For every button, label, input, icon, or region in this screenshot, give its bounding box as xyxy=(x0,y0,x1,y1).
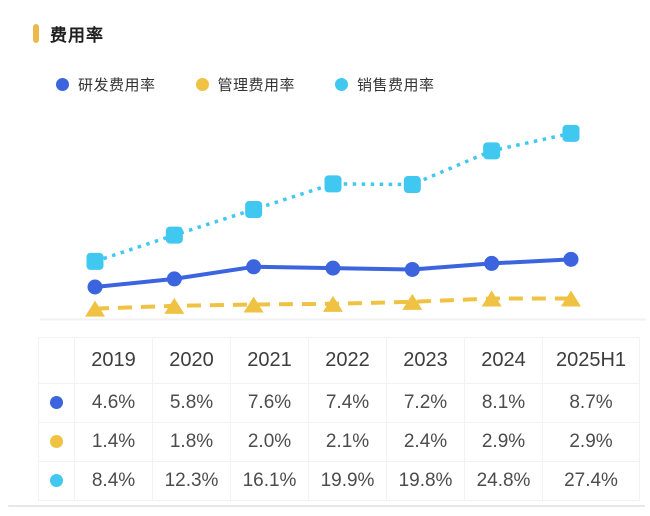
series-dot-cell xyxy=(38,461,75,501)
data-point-marker-2-2019 xyxy=(86,252,104,270)
table-row: 8.4% 12.3% 16.1% 19.9% 19.8% 24.8% 27.4% xyxy=(38,461,640,501)
data-point-marker-2-2024 xyxy=(483,142,501,160)
table-value-cell: 12.3% xyxy=(152,461,231,501)
data-point-marker-0-2025H1 xyxy=(563,251,579,267)
section-title: 费用率 xyxy=(33,21,104,46)
data-point-marker-2-2021 xyxy=(245,200,263,218)
table-header-cell: 2025H1 xyxy=(542,337,640,384)
title-accent-bar xyxy=(33,24,39,43)
data-point-marker-1-2022 xyxy=(322,295,343,312)
legend-label: 管理费用率 xyxy=(217,77,296,94)
table-value-cell: 4.6% xyxy=(74,383,153,423)
data-point-marker-2-2023 xyxy=(403,176,421,194)
series-dot-cell xyxy=(38,383,75,423)
table-value-cell: 19.8% xyxy=(386,461,465,501)
page-title: 费用率 xyxy=(50,26,104,45)
data-point-marker-1-2019 xyxy=(85,300,105,317)
expense-ratio-line-chart xyxy=(40,124,646,321)
data-point-marker-1-2021 xyxy=(243,296,264,313)
data-point-marker-0-2019 xyxy=(87,279,103,295)
legend-label: 研发费用率 xyxy=(78,77,156,94)
table-header-cell: 2023 xyxy=(386,337,465,384)
table-header-cell xyxy=(38,337,75,384)
table-value-cell: 8.4% xyxy=(74,461,153,501)
table-value-cell: 1.8% xyxy=(152,422,231,462)
legend-item-mgmt-expense[interactable]: 管理费用率 xyxy=(195,74,296,95)
table-value-cell: 2.9% xyxy=(464,422,543,462)
data-point-marker-2-2022 xyxy=(324,175,342,193)
legend-item-sales-expense[interactable]: 销售费用率 xyxy=(335,74,435,95)
table-row: 1.4% 1.8% 2.0% 2.1% 2.4% 2.9% 2.9% xyxy=(38,422,640,462)
legend-dot-icon xyxy=(56,78,69,91)
table-body: 4.6% 5.8% 7.6% 7.4% 7.2% 8.1% 8.7% 1.4% 1.8% 2.0%… xyxy=(38,383,640,501)
table-value-cell: 2.4% xyxy=(386,422,465,462)
data-point-marker-0-2022 xyxy=(325,260,341,276)
legend-label: 销售费用率 xyxy=(357,77,435,94)
data-point-marker-2-2025H1 xyxy=(562,124,580,142)
data-point-marker-0-2021 xyxy=(246,259,262,275)
data-point-marker-0-2024 xyxy=(484,255,500,271)
data-point-marker-1-2023 xyxy=(402,293,423,310)
table-value-cell: 1.4% xyxy=(74,422,153,462)
expense-ratio-table: 2019 2020 2021 2022 2023 2024 2025H1 4.6% 5.8% 7… xyxy=(38,337,640,501)
table-value-cell: 5.8% xyxy=(152,383,231,423)
data-point-marker-1-2020 xyxy=(164,297,185,314)
legend-dot-icon xyxy=(195,78,209,91)
table-value-cell: 2.0% xyxy=(230,422,309,462)
table-value-cell: 24.8% xyxy=(464,461,543,501)
table-value-cell: 16.1% xyxy=(230,461,309,501)
table-value-cell: 8.7% xyxy=(542,383,640,423)
table-value-cell: 7.4% xyxy=(308,383,387,423)
table-header-cell: 2022 xyxy=(308,337,387,384)
series-dot-cell xyxy=(38,422,75,462)
table-header-cell: 2024 xyxy=(464,337,543,384)
data-point-marker-0-2020 xyxy=(166,271,182,287)
table-header-cell: 2019 xyxy=(74,337,153,384)
data-point-marker-1-2025H1 xyxy=(560,290,581,307)
bottom-divider xyxy=(8,505,645,507)
table-header-cell: 2021 xyxy=(230,337,309,384)
table-value-cell: 27.4% xyxy=(542,461,640,501)
series-color-dot-icon xyxy=(50,396,63,410)
series-color-dot-icon xyxy=(50,474,63,488)
table-value-cell: 2.9% xyxy=(542,422,640,462)
legend-dot-icon xyxy=(335,78,349,91)
chart-legend: 研发费用率 管理费用率 销售费用率 xyxy=(56,74,435,95)
table-value-cell: 2.1% xyxy=(308,422,387,462)
data-point-marker-1-2024 xyxy=(481,290,502,307)
data-point-marker-0-2023 xyxy=(404,261,420,277)
legend-item-rd-expense[interactable]: 研发费用率 xyxy=(56,74,156,95)
table-header-row: 2019 2020 2021 2022 2023 2024 2025H1 xyxy=(38,337,640,384)
table-row: 4.6% 5.8% 7.6% 7.4% 7.2% 8.1% 8.7% xyxy=(38,383,640,423)
table-value-cell: 8.1% xyxy=(464,383,543,423)
table-header-cell: 2020 xyxy=(152,337,231,384)
table-value-cell: 19.9% xyxy=(308,461,387,501)
data-point-marker-2-2020 xyxy=(165,226,183,244)
table-value-cell: 7.2% xyxy=(386,383,465,423)
table-value-cell: 7.6% xyxy=(230,383,309,423)
series-color-dot-icon xyxy=(50,435,63,449)
